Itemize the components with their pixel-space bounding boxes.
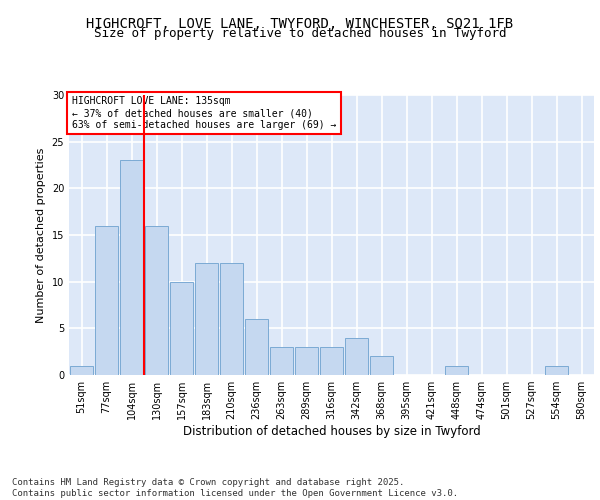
Bar [145,226,169,375]
Bar [295,347,319,375]
Bar [170,282,193,375]
Bar [70,366,94,375]
Bar [119,160,143,375]
Text: HIGHCROFT, LOVE LANE, TWYFORD, WINCHESTER, SO21 1FB: HIGHCROFT, LOVE LANE, TWYFORD, WINCHESTE… [86,18,514,32]
Bar [445,366,469,375]
Bar [320,347,343,375]
Text: Contains HM Land Registry data © Crown copyright and database right 2025.
Contai: Contains HM Land Registry data © Crown c… [12,478,458,498]
Bar [245,319,268,375]
Bar [344,338,368,375]
Text: HIGHCROFT LOVE LANE: 135sqm
← 37% of detached houses are smaller (40)
63% of sem: HIGHCROFT LOVE LANE: 135sqm ← 37% of det… [71,96,336,130]
Bar [220,263,244,375]
Bar [370,356,394,375]
Bar [269,347,293,375]
Bar [545,366,568,375]
Text: Size of property relative to detached houses in Twyford: Size of property relative to detached ho… [94,28,506,40]
X-axis label: Distribution of detached houses by size in Twyford: Distribution of detached houses by size … [182,425,481,438]
Y-axis label: Number of detached properties: Number of detached properties [36,148,46,322]
Bar [194,263,218,375]
Bar [95,226,118,375]
